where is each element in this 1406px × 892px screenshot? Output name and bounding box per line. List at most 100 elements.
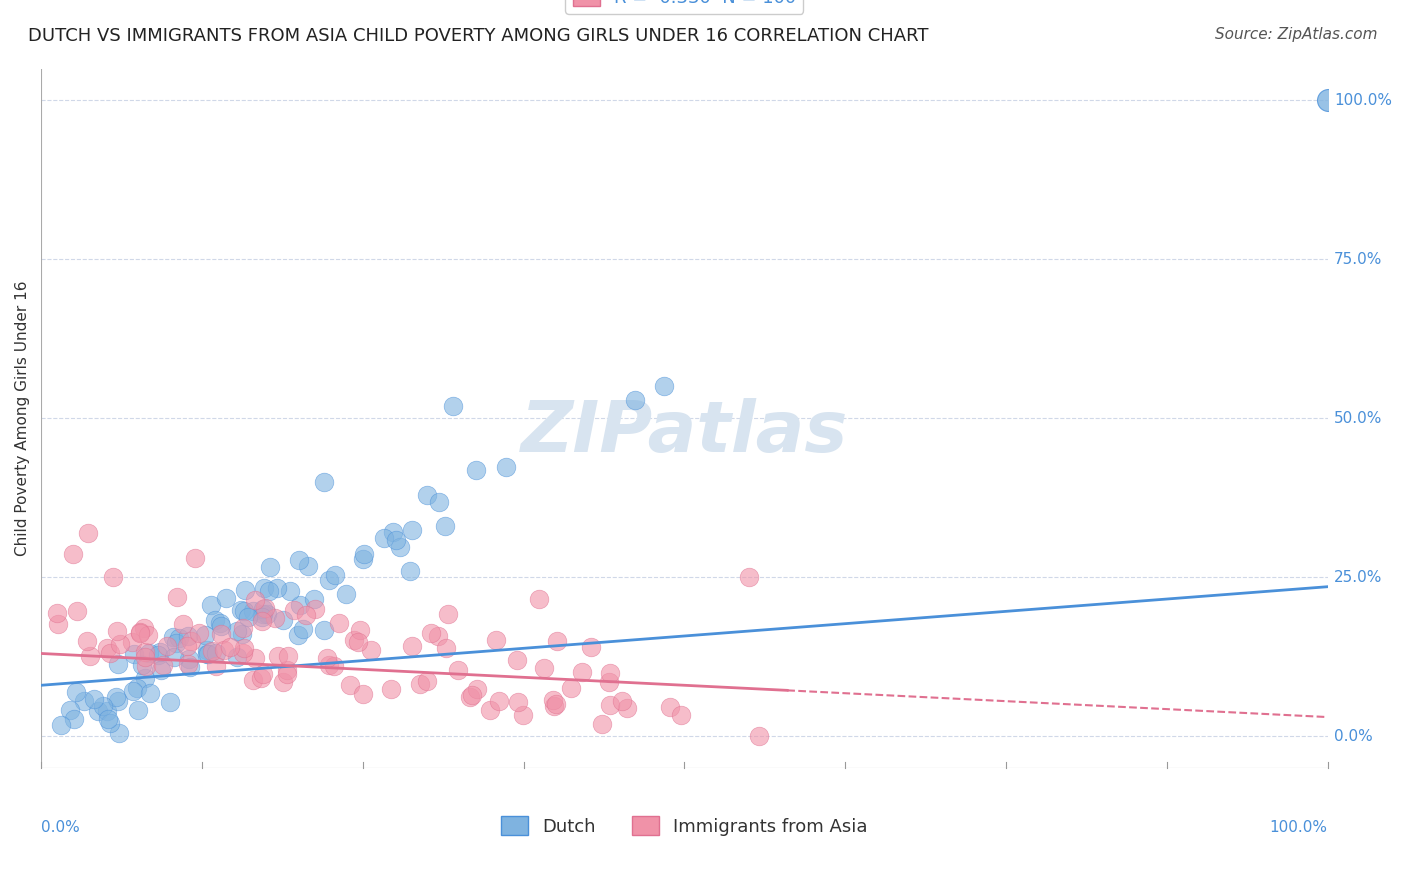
Point xyxy=(612,694,634,708)
Point xyxy=(96,705,118,719)
Point xyxy=(460,690,482,704)
Text: 0.0%: 0.0% xyxy=(1334,729,1372,744)
Point xyxy=(165,635,187,649)
Point xyxy=(599,698,621,713)
Point xyxy=(380,682,402,697)
Point xyxy=(273,674,295,689)
Point xyxy=(290,598,312,612)
Point xyxy=(382,524,405,539)
Point xyxy=(177,629,200,643)
Point xyxy=(135,659,157,673)
Point xyxy=(287,553,309,567)
Point xyxy=(243,651,266,665)
Point xyxy=(219,640,242,654)
Point xyxy=(616,701,638,715)
Point xyxy=(231,603,253,617)
Point xyxy=(87,704,110,718)
Point xyxy=(737,570,759,584)
Point xyxy=(389,540,412,554)
Point xyxy=(242,604,264,618)
Point xyxy=(401,639,423,653)
Point xyxy=(488,694,510,708)
Point xyxy=(97,712,120,726)
Point xyxy=(201,644,224,658)
Point xyxy=(121,635,143,649)
Point xyxy=(256,607,278,621)
Point xyxy=(465,681,488,696)
Point xyxy=(65,685,87,699)
Point xyxy=(416,487,439,501)
Point xyxy=(581,640,603,654)
Point xyxy=(148,648,170,663)
Point xyxy=(465,463,488,477)
Point xyxy=(291,622,314,636)
Point xyxy=(215,591,238,606)
Point xyxy=(180,634,202,648)
Point xyxy=(252,666,274,681)
Point xyxy=(266,582,288,596)
Point xyxy=(353,552,375,566)
Point xyxy=(263,611,285,625)
Point xyxy=(478,704,501,718)
Point xyxy=(427,495,450,509)
Point xyxy=(543,699,565,714)
Point xyxy=(598,674,620,689)
Point xyxy=(529,592,551,607)
Point xyxy=(124,647,146,661)
Point xyxy=(485,632,508,647)
Point xyxy=(259,559,281,574)
Point xyxy=(197,647,219,661)
Point xyxy=(384,533,406,547)
Point xyxy=(276,663,298,677)
Point xyxy=(134,645,156,659)
Point xyxy=(252,602,274,616)
Point xyxy=(232,640,254,655)
Point xyxy=(419,626,441,640)
Point xyxy=(59,703,82,717)
Legend: Dutch, Immigrants from Asia: Dutch, Immigrants from Asia xyxy=(494,809,875,843)
Point xyxy=(591,717,613,731)
Text: 100.0%: 100.0% xyxy=(1270,821,1327,836)
Point xyxy=(495,460,517,475)
Point xyxy=(409,676,432,690)
Point xyxy=(312,623,335,637)
Point xyxy=(122,684,145,698)
Point xyxy=(437,607,460,621)
Text: 75.0%: 75.0% xyxy=(1334,252,1382,267)
Point xyxy=(441,399,464,413)
Point xyxy=(209,619,232,633)
Point xyxy=(225,624,247,638)
Point xyxy=(159,695,181,709)
Point xyxy=(162,630,184,644)
Point xyxy=(434,518,457,533)
Point xyxy=(138,646,160,660)
Point xyxy=(134,621,156,635)
Point xyxy=(149,645,172,659)
Point xyxy=(107,694,129,708)
Point xyxy=(204,659,226,673)
Point xyxy=(259,584,281,599)
Point xyxy=(304,602,326,616)
Text: 100.0%: 100.0% xyxy=(1334,93,1392,108)
Point xyxy=(49,718,72,732)
Point xyxy=(571,665,593,680)
Point xyxy=(352,687,374,701)
Point xyxy=(346,634,368,648)
Point xyxy=(208,616,231,631)
Point xyxy=(204,613,226,627)
Point xyxy=(243,592,266,607)
Point xyxy=(233,583,256,598)
Point xyxy=(127,703,149,717)
Point xyxy=(401,523,423,537)
Point xyxy=(79,649,101,664)
Point xyxy=(107,657,129,671)
Point xyxy=(267,648,290,663)
Point xyxy=(129,625,152,640)
Point xyxy=(209,627,232,641)
Point xyxy=(277,649,299,664)
Point xyxy=(103,570,125,584)
Point xyxy=(184,551,207,566)
Point xyxy=(318,573,340,587)
Point xyxy=(66,604,89,618)
Point xyxy=(297,559,319,574)
